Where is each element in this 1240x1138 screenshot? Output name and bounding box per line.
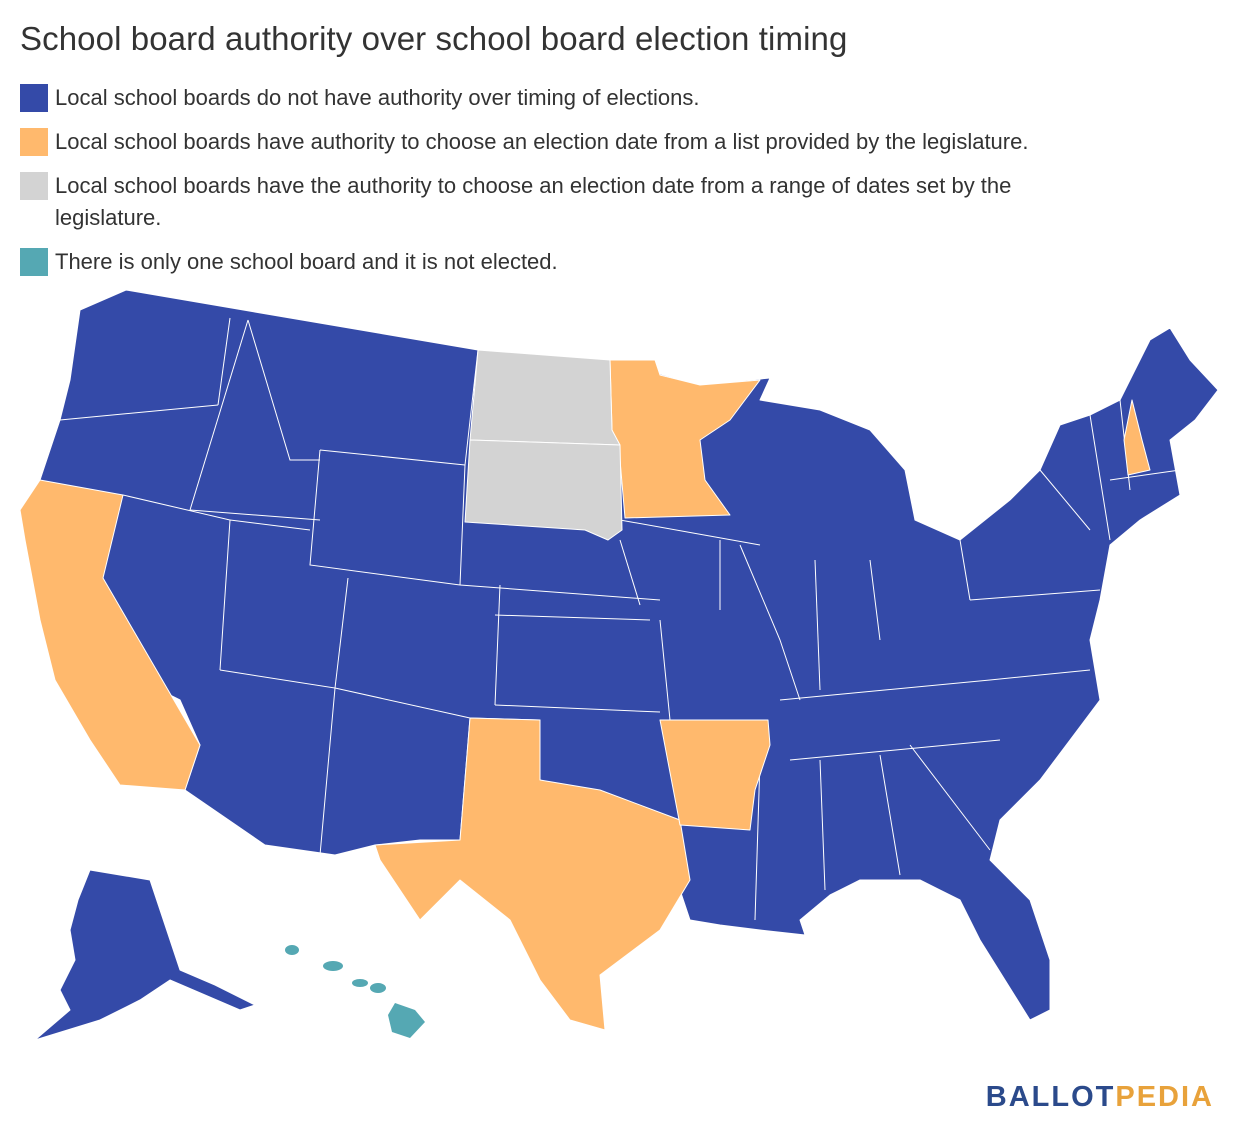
legend-label: Local school boards do not have authorit… xyxy=(55,85,700,110)
map-title: School board authority over school board… xyxy=(20,20,848,57)
state-texas xyxy=(374,717,691,1031)
state-south-dakota xyxy=(464,439,623,541)
logo-part-a: BALLOT xyxy=(985,1081,1116,1113)
logo-part-b: PEDIA xyxy=(1115,1081,1214,1113)
state-arkansas xyxy=(659,719,771,831)
ballotpedia-logo: BALLOTPEDIA xyxy=(986,1081,1214,1114)
legend-item-range-of-dates: Local school boards have the authority t… xyxy=(20,172,1140,234)
state-hawaii xyxy=(285,945,425,1038)
us-contiguous-base xyxy=(29,289,1219,1021)
state-california xyxy=(19,479,201,791)
legend-label: Local school boards have authority to ch… xyxy=(55,129,1029,154)
state-alaska xyxy=(34,869,256,1041)
legend-swatch-blue xyxy=(20,84,48,112)
legend-swatch-orange xyxy=(20,128,48,156)
legend-item-list-provided: Local school boards have authority to ch… xyxy=(20,128,1140,158)
legend-item-no-authority: Local school boards do not have authorit… xyxy=(20,84,1140,114)
map-legend: Local school boards do not have authorit… xyxy=(20,84,1140,292)
legend-swatch-gray xyxy=(20,172,48,200)
legend-label: There is only one school board and it is… xyxy=(55,249,558,274)
us-map xyxy=(0,280,1240,1060)
legend-swatch-teal xyxy=(20,248,48,276)
state-new-hampshire xyxy=(1123,399,1151,476)
state-north-dakota xyxy=(469,349,621,446)
legend-item-one-board: There is only one school board and it is… xyxy=(20,248,1140,278)
legend-label: Local school boards have the authority t… xyxy=(55,173,1012,230)
